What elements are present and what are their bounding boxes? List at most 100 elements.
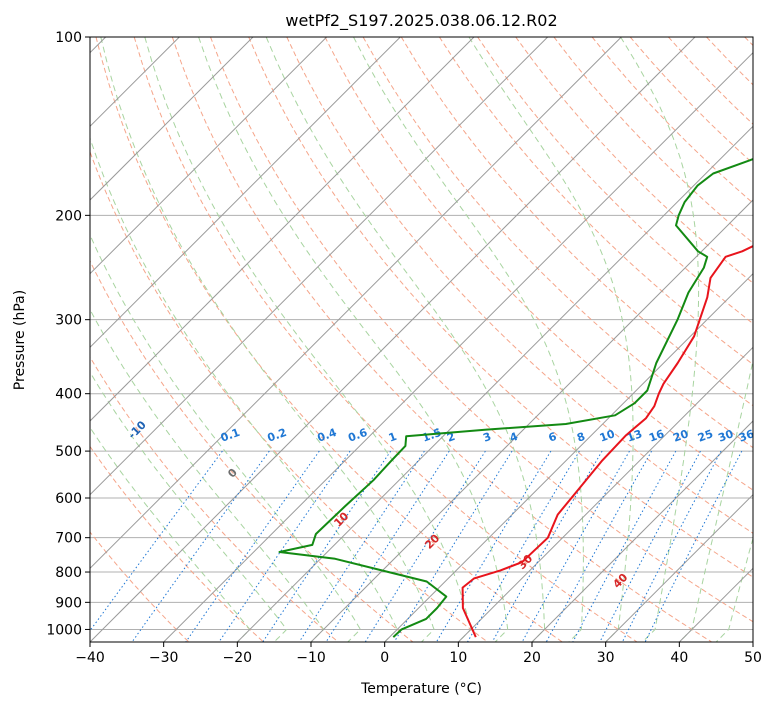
moist-adiabat — [90, 136, 398, 642]
x-tick-label: 10 — [449, 650, 467, 666]
x-tick-label: 30 — [597, 650, 615, 666]
moist-adiabat — [90, 426, 251, 642]
moist-adiabat — [198, 37, 509, 642]
mixing-ratio-label: 6 — [547, 430, 559, 445]
mixing-ratio-line — [298, 450, 425, 642]
y-tick-label: 700 — [55, 531, 82, 547]
isotherm — [605, 493, 753, 642]
dry-adiabat-label: -10 — [126, 418, 149, 441]
dry-adiabat — [90, 531, 190, 642]
temperature-trace — [461, 244, 753, 638]
dry-adiabat — [133, 37, 638, 642]
mixing-ratio-label: 1 — [387, 430, 399, 445]
plot-frame — [89, 36, 754, 643]
dry-adiabat-label: 40 — [610, 571, 630, 591]
x-axis: −40 −30 −20 −10 0 10 20 30 40 50 — [75, 642, 762, 666]
mixing-ratio-label: 13 — [625, 427, 644, 444]
moist-adiabat — [678, 358, 753, 642]
isotherm — [163, 51, 753, 642]
isotherm — [90, 37, 696, 642]
mixing-ratio-line — [393, 450, 513, 642]
y-tick-label: 400 — [55, 387, 82, 403]
dry-adiabat — [400, 37, 753, 407]
dry-adiabat-label: -30 — [0, 392, 16, 415]
dry-adiabat — [668, 37, 753, 125]
dewpoint-trace — [278, 157, 753, 638]
mixing-ratio-label: 0.1 — [219, 426, 242, 445]
isotherm — [678, 567, 753, 642]
sounding-traces — [278, 157, 753, 638]
mixing-ratio-label: 20 — [671, 427, 690, 445]
mixing-ratio-label: 1.5 — [421, 426, 444, 445]
dry-adiabat — [90, 356, 339, 642]
dry-adiabat — [477, 37, 753, 325]
x-tick-label: 0 — [380, 650, 389, 666]
mixing-ratio-label: 2 — [445, 430, 457, 445]
dry-adiabat-label: 30 — [515, 552, 535, 572]
isotherm — [310, 199, 753, 642]
y-tick-label: 600 — [55, 491, 82, 507]
isotherm — [90, 37, 401, 349]
mixing-ratio-line — [185, 450, 320, 642]
dry-adiabat — [286, 37, 753, 534]
mixing-ratio-label: 10 — [598, 427, 617, 445]
mixing-ratio-label: 4 — [508, 430, 520, 445]
isotherm — [384, 272, 753, 642]
dry-adiabat — [362, 37, 753, 449]
x-tick-label: 40 — [670, 650, 688, 666]
dry-adiabat — [515, 37, 753, 284]
mixing-ratio-label: 0.6 — [346, 426, 369, 445]
mixing-ratio-label: 36 — [737, 427, 756, 445]
dry-adiabat — [210, 37, 753, 623]
x-tick-label: −10 — [296, 650, 326, 666]
y-tick-label: 300 — [55, 313, 82, 329]
x-tick-label: −40 — [75, 650, 105, 666]
y-axis: 100 200 300 400 500 600 700 800 900 1000 — [46, 30, 90, 638]
moist-adiabat — [100, 37, 435, 642]
mixing-ratio-line — [621, 450, 722, 642]
mixing-ratio-line — [521, 450, 630, 642]
y-tick-label: 200 — [55, 208, 82, 224]
x-axis-label: Temperature (°C) — [360, 681, 482, 697]
mixing-ratio-label: 8 — [575, 430, 587, 445]
mixing-ratio-label: 3 — [481, 430, 493, 445]
x-tick-label: 50 — [744, 650, 762, 666]
isotherm — [752, 641, 753, 642]
x-tick-label: 20 — [523, 650, 541, 666]
mixing-ratio-line — [491, 450, 603, 642]
y-tick-label: 500 — [55, 444, 82, 460]
mixing-ratio-line — [90, 450, 223, 632]
dry-adiabat — [90, 259, 414, 642]
dry-adiabat — [90, 445, 264, 642]
mixing-ratio-line — [599, 450, 701, 642]
dry-adiabat — [171, 37, 712, 642]
dry-adiabat — [591, 37, 753, 204]
mixing-ratio-line — [572, 450, 677, 642]
adiabat-labels: 0.10.20.40.611.52346810131620253036-100-… — [0, 392, 756, 591]
mixing-ratio-label: 16 — [647, 427, 666, 445]
dry-adiabat — [90, 150, 488, 642]
mixing-ratio-line — [262, 450, 392, 642]
y-tick-label: 100 — [55, 30, 82, 46]
moist-adiabat — [90, 233, 362, 642]
dry-adiabat — [438, 37, 753, 366]
mixing-ratio-line — [131, 450, 270, 642]
isotherm — [236, 125, 753, 642]
isotherm — [457, 346, 753, 642]
mixing-ratio-label: 0.2 — [266, 426, 289, 445]
moist-adiabat — [265, 37, 546, 642]
isotherm — [90, 37, 254, 201]
x-tick-label: −30 — [149, 650, 179, 666]
mixing-ratio-label: 30 — [716, 427, 735, 445]
isotherm — [531, 420, 753, 642]
background-lines — [90, 37, 753, 642]
dry-adiabat — [553, 37, 753, 244]
chart-title: wetPf2_S197.2025.038.06.12.R02 — [285, 11, 557, 31]
mixing-ratio-line — [435, 450, 552, 642]
isotherm — [90, 37, 549, 496]
moist-adiabat — [90, 308, 325, 642]
isotherm — [90, 37, 622, 570]
dry-adiabat — [95, 37, 563, 642]
dry-adiabat — [324, 37, 753, 491]
